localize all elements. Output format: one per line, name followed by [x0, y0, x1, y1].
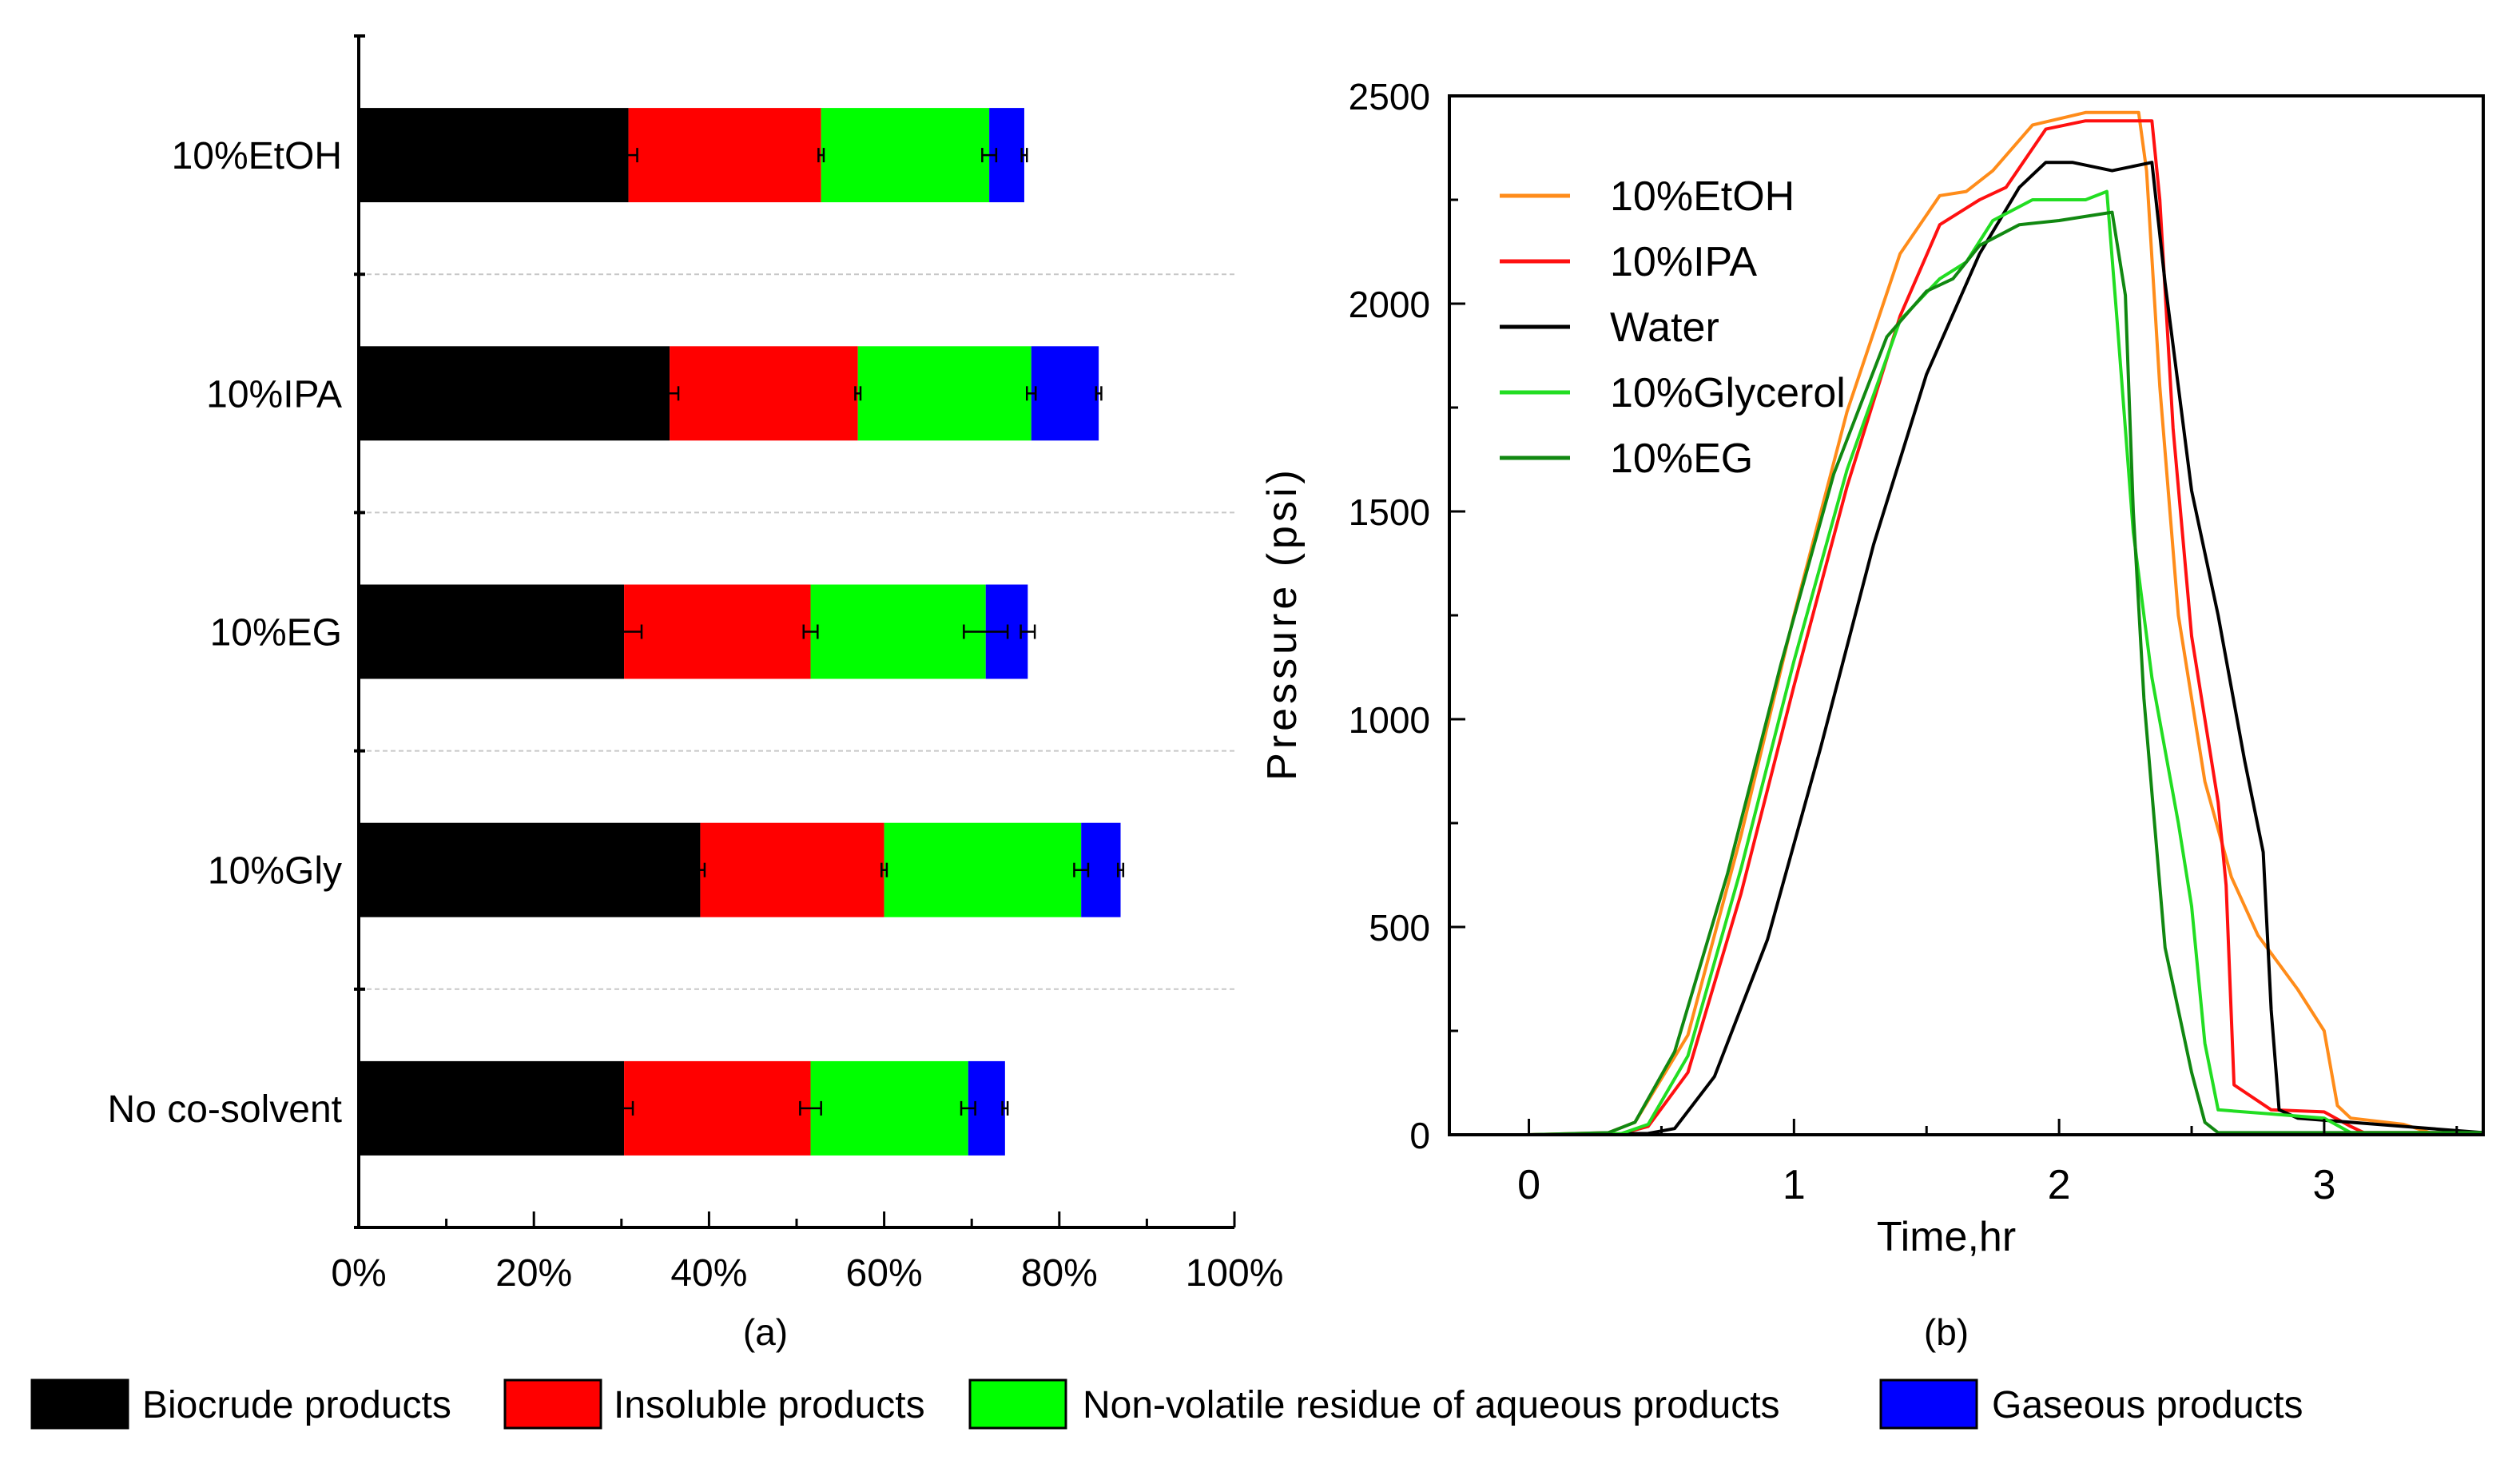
y-tick-label: 10%Gly [208, 850, 342, 893]
series-line [1528, 161, 2484, 1136]
legend-swatch [968, 1378, 1067, 1430]
bar-grid [359, 273, 1234, 990]
x-tick-label: 60% [846, 1252, 923, 1295]
line-axes [1448, 94, 2485, 1136]
panel-a-caption: (a) [743, 1311, 788, 1353]
bar-segment [857, 346, 1031, 441]
bar-tick-labels: 10%EtOH 10%IPA 10%EG 10%Gly No co-solvent 0% 2… [108, 135, 1284, 1295]
bar-segment [884, 822, 1082, 917]
y-tick-label: 2500 [1349, 76, 1430, 117]
bar-segment [359, 822, 701, 917]
bar-segment [624, 1060, 811, 1156]
y-tick-label: 10%EtOH [172, 135, 342, 177]
bar-segment [359, 108, 629, 203]
x-tick-label: 20% [495, 1252, 572, 1295]
y-tick-label: 1000 [1349, 699, 1430, 741]
legend-label: Biocrude products [142, 1384, 451, 1426]
legend-swatch [503, 1378, 602, 1430]
bar-axes [354, 34, 1236, 1229]
plot-frame [1448, 94, 2485, 1136]
x-tick-label: 3 [2312, 1162, 2335, 1208]
x-tick-label: 80% [1021, 1252, 1098, 1295]
legend-label: 10%EtOH [1610, 173, 1795, 220]
bar-series-group [359, 108, 1121, 1156]
legend-label: Non-volatile residue of aqueous products [1083, 1384, 1780, 1426]
series-line [1528, 110, 2483, 1136]
bar-segment [628, 108, 821, 203]
bar-segment [700, 822, 884, 917]
panel-b-caption: (b) [1924, 1311, 1969, 1353]
bar-segment [359, 346, 670, 441]
line-series-group [1528, 110, 2484, 1136]
line-legend: 10%EtOH 10%IPA Water 10%Glycerol 10%EG [1500, 173, 1846, 482]
legend-label: 10%EG [1610, 436, 1753, 482]
line-tick-labels: 0 500 1000 1500 2000 2500 0 1 2 3 [1349, 76, 2336, 1208]
legend-label: Water [1610, 304, 1719, 351]
y-tick-label: 2000 [1349, 284, 1430, 325]
line-chart-panel: 0 500 1000 1500 2000 2500 0 1 2 3 10%EtOH 10%IPA Wa… [1259, 76, 2485, 1353]
legend-label: Gaseous products [1992, 1384, 2303, 1426]
error-bar-group [605, 148, 1125, 1116]
legend-label: 10%IPA [1610, 239, 1757, 285]
bar-segment [1031, 346, 1099, 441]
figure-legend: Biocrude products Insoluble products Non-v… [30, 1378, 2303, 1430]
x-axis-title: Time,hr [1877, 1214, 2016, 1260]
series-line [1528, 210, 2483, 1136]
x-tick-label: 1 [1783, 1162, 1806, 1208]
y-tick-label: No co-solvent [108, 1088, 342, 1131]
y-tick-label: 10%EG [210, 612, 342, 654]
x-tick-label: 2 [2048, 1162, 2071, 1208]
y-tick-label: 10%IPA [206, 373, 342, 416]
bar-segment [670, 346, 858, 441]
bar-segment [821, 108, 990, 203]
legend-swatch [1879, 1378, 1978, 1430]
bar-segment [359, 1060, 625, 1156]
x-tick-label: 0% [331, 1252, 386, 1295]
y-tick-label: 1500 [1349, 491, 1430, 533]
y-axis-title: Pressure (psi) [1259, 466, 1306, 781]
bar-chart-panel: 10%EtOH 10%IPA 10%EG 10%Gly No co-solvent 0% 2… [108, 34, 1284, 1353]
series-line [1528, 189, 2483, 1136]
bar-segment [810, 1060, 968, 1156]
y-tick-label: 0 [1409, 1115, 1430, 1156]
bar-segment [624, 584, 811, 679]
legend-label: Insoluble products [614, 1384, 925, 1426]
x-tick-label: 40% [670, 1252, 747, 1295]
bar-segment [810, 584, 986, 679]
legend-swatch [30, 1378, 129, 1430]
bar-segment [359, 584, 625, 679]
legend-label: 10%Glycerol [1610, 370, 1846, 416]
series-line [1528, 119, 2483, 1136]
x-tick-label: 0 [1517, 1162, 1540, 1208]
x-tick-label: 100% [1186, 1252, 1284, 1295]
y-tick-label: 500 [1369, 907, 1430, 949]
